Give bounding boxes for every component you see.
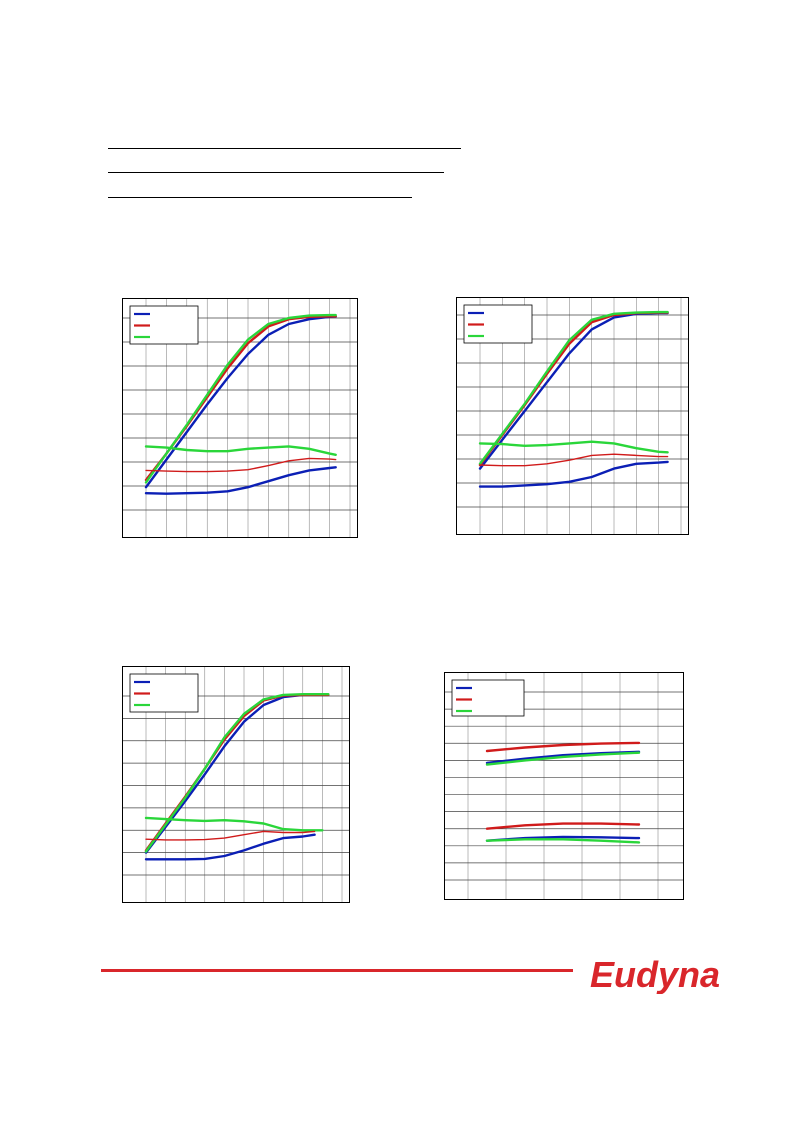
chart-3 bbox=[122, 666, 350, 903]
chart-1 bbox=[122, 298, 358, 538]
chart-4 bbox=[444, 672, 684, 900]
series-line-5 bbox=[485, 838, 641, 844]
header-rule-1 bbox=[108, 148, 461, 149]
series-line-3 bbox=[485, 822, 641, 830]
chart-3-svg bbox=[122, 666, 350, 903]
series-line-2 bbox=[478, 310, 669, 466]
header-rule-2 bbox=[108, 172, 444, 173]
chart-1-svg bbox=[122, 298, 358, 538]
series-line-3 bbox=[144, 816, 324, 832]
chart-2-svg bbox=[456, 297, 689, 535]
series-line-4 bbox=[145, 830, 316, 841]
legend bbox=[463, 304, 533, 344]
series-line-2 bbox=[485, 751, 641, 766]
header-rule-3 bbox=[108, 197, 412, 198]
series-line-2 bbox=[144, 313, 337, 484]
series-line-5 bbox=[478, 460, 669, 488]
chart-4-svg bbox=[444, 672, 684, 900]
legend bbox=[129, 673, 199, 713]
series-line-3 bbox=[478, 440, 669, 454]
series-line-0 bbox=[485, 741, 641, 753]
series-line-4 bbox=[479, 453, 669, 467]
series-line-5 bbox=[144, 466, 337, 495]
series-line-5 bbox=[144, 833, 316, 861]
series-line-4 bbox=[145, 457, 337, 473]
legend bbox=[129, 305, 199, 345]
series-line-2 bbox=[144, 693, 330, 853]
eudyna-logo-text: Eudyna bbox=[590, 954, 720, 994]
chart-2 bbox=[456, 297, 689, 535]
legend bbox=[451, 679, 525, 717]
footer-divider bbox=[101, 969, 573, 972]
series-line-0 bbox=[144, 315, 337, 489]
eudyna-logo: Eudyna bbox=[588, 954, 730, 999]
series-line-3 bbox=[144, 445, 337, 457]
